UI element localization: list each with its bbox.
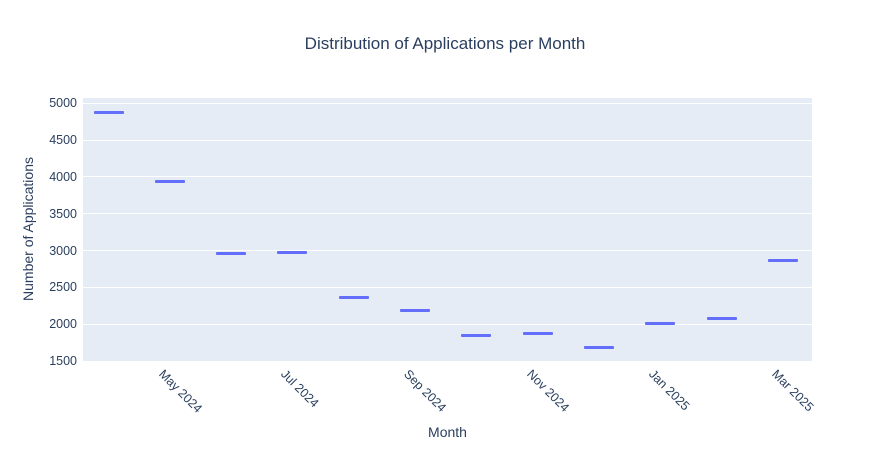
data-point-dec-2024[interactable] xyxy=(583,345,614,349)
chart-title: Distribution of Applications per Month xyxy=(304,34,586,53)
data-point-oct-2024[interactable] xyxy=(461,334,492,338)
plot-area[interactable] xyxy=(83,98,812,362)
data-point-jun-2024[interactable] xyxy=(216,251,247,255)
y-gridline-2000 xyxy=(83,323,812,325)
y-gridline-3500 xyxy=(83,213,812,215)
data-point-aug-2024[interactable] xyxy=(338,296,369,300)
data-point-may-2024[interactable] xyxy=(154,180,185,184)
x-tick-label-may-2024: May 2024 xyxy=(155,367,205,416)
y-tick-label-4000: 4000 xyxy=(49,169,77,184)
x-tick-label-jul-2024: Jul 2024 xyxy=(278,367,322,411)
x-axis-title: Month xyxy=(428,424,467,440)
data-point-feb-2025[interactable] xyxy=(706,317,737,321)
y-gridline-4500 xyxy=(83,139,812,141)
y-tick-label-3500: 3500 xyxy=(49,206,77,221)
y-gridline-1500 xyxy=(83,360,812,362)
y-tick-label-5000: 5000 xyxy=(49,96,77,111)
data-point-apr-2024[interactable] xyxy=(93,111,124,115)
x-tick-label-mar-2025: Mar 2025 xyxy=(768,367,817,415)
data-point-jul-2024[interactable] xyxy=(277,250,308,254)
y-tick-label-3000: 3000 xyxy=(49,243,77,258)
y-gridline-3000 xyxy=(83,250,812,252)
data-point-mar-2025[interactable] xyxy=(767,258,798,262)
y-gridline-2500 xyxy=(83,286,812,288)
y-gridline-5000 xyxy=(83,102,812,104)
y-gridline-4000 xyxy=(83,176,812,178)
data-point-sep-2024[interactable] xyxy=(400,308,430,312)
y-axis-title: Number of Applications xyxy=(20,157,36,301)
data-point-nov-2024[interactable] xyxy=(522,332,553,336)
data-point-jan-2025[interactable] xyxy=(645,322,676,326)
x-tick-label-jan-2025: Jan 2025 xyxy=(646,367,693,414)
y-tick-label-1500: 1500 xyxy=(49,354,77,368)
x-tick-label-nov-2024: Nov 2024 xyxy=(523,367,572,415)
y-tick-label-4500: 4500 xyxy=(49,133,77,148)
y-tick-label-2000: 2000 xyxy=(49,317,77,332)
y-tick-label-2500: 2500 xyxy=(49,280,77,295)
x-tick-label-sep-2024: Sep 2024 xyxy=(401,367,449,415)
